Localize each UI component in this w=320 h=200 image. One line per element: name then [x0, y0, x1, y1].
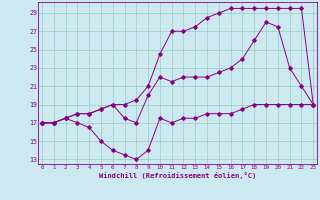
- X-axis label: Windchill (Refroidissement éolien,°C): Windchill (Refroidissement éolien,°C): [99, 172, 256, 179]
